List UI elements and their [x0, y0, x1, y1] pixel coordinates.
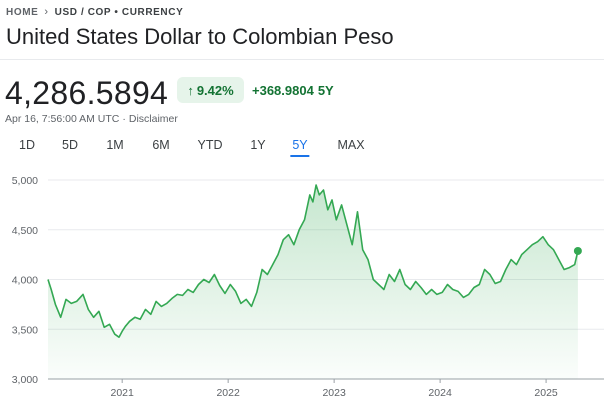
tab-1y[interactable]: 1Y	[250, 138, 266, 152]
tab-6m[interactable]: 6M	[152, 138, 170, 152]
x-axis: 2021 2022 2023 2024 2025	[111, 379, 558, 399]
y-tick-label: 3,000	[12, 374, 38, 386]
arrow-up-icon: ↑	[187, 82, 194, 98]
absolute-change-value: +368.9804	[252, 83, 314, 98]
x-tick-label: 2022	[216, 387, 240, 399]
percent-change-badge: ↑ 9.42%	[177, 77, 244, 103]
price-series-line	[47, 184, 579, 338]
chevron-right-icon: ›	[44, 6, 49, 18]
breadcrumb-home[interactable]: HOME	[6, 6, 39, 18]
y-tick-label: 4,500	[12, 225, 38, 237]
x-tick-label: 2021	[111, 387, 135, 399]
range-tabs: 1D 5D 1M 6M YTD 1Y 5Y MAX	[0, 136, 380, 157]
meta-separator: ·	[122, 113, 126, 125]
tab-1m[interactable]: 1M	[106, 138, 124, 152]
current-price-dot	[573, 246, 582, 255]
price-chart[interactable]: 2021 2022 2023 2024 2025 5,000 4,500 4,000 3,50…	[0, 165, 604, 407]
tab-max[interactable]: MAX	[337, 138, 365, 152]
page-title: United States Dollar to Colombian Peso	[6, 24, 394, 49]
change-period: 5Y	[317, 83, 334, 98]
absolute-change: +368.9804 5Y	[252, 83, 334, 98]
y-tick-label: 5,000	[12, 175, 38, 187]
percent-change-value: 9.42%	[196, 82, 234, 98]
header-divider	[0, 59, 604, 60]
breadcrumb-current: USD / COP • CURRENCY	[54, 6, 184, 18]
tab-1d[interactable]: 1D	[19, 138, 35, 152]
breadcrumb: HOME › USD / COP • CURRENCY	[6, 5, 183, 19]
current-price: 4,286.5894	[5, 75, 169, 111]
x-tick-label: 2025	[534, 387, 558, 399]
chart-line	[47, 184, 582, 338]
tab-5y[interactable]: 5Y	[290, 136, 310, 157]
chart-area	[48, 185, 578, 379]
x-tick-label: 2023	[322, 387, 346, 399]
y-tick-label: 3,500	[12, 324, 38, 336]
tab-ytd[interactable]: YTD	[197, 138, 223, 152]
disclaimer-link[interactable]: Disclaimer	[128, 113, 178, 125]
quote-meta: Apr 16, 7:56:00 AM UTC · Disclaimer	[5, 113, 178, 125]
quote-timestamp: Apr 16, 7:56:00 AM UTC	[5, 113, 120, 125]
y-axis: 5,000 4,500 4,000 3,500 3,000	[12, 175, 38, 386]
tab-5d[interactable]: 5D	[62, 138, 78, 152]
y-tick-label: 4,000	[12, 275, 38, 287]
area-fill	[48, 185, 578, 379]
x-tick-label: 2024	[428, 387, 452, 399]
